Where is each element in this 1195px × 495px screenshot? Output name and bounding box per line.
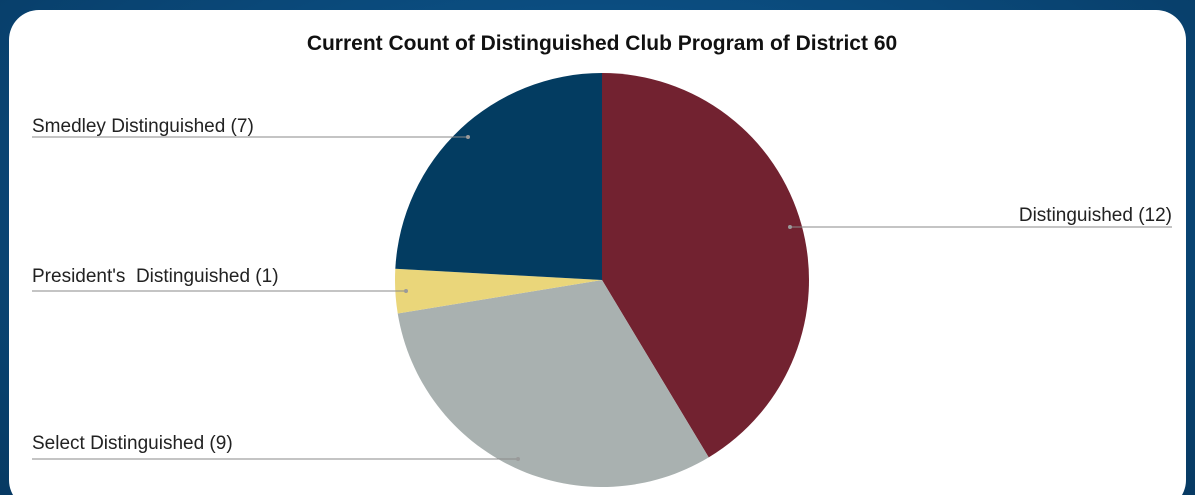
leader-dot	[788, 225, 792, 229]
slice-label: Select Distinguished (9)	[32, 433, 233, 454]
leader-dot	[404, 289, 408, 293]
pie-slice-distinguished	[602, 73, 810, 458]
pie-slices	[395, 73, 810, 487]
slice-label: Distinguished (12)	[1019, 205, 1172, 226]
leader-dot	[516, 457, 520, 461]
pie-slice-select-distinguished	[397, 280, 709, 487]
slice-labels: Distinguished (12) Select Distinguished (…	[32, 116, 1172, 461]
leader-dot	[466, 135, 470, 139]
pie-slice-president-s-distinguished	[395, 268, 602, 314]
pie-slice-smedley-distinguished	[395, 73, 602, 280]
chart-title: Current Count of Distinguished Club Prog…	[307, 32, 897, 55]
slice-label: President's Distinguished (1)	[32, 266, 279, 287]
slice-label: Smedley Distinguished (7)	[32, 116, 254, 137]
